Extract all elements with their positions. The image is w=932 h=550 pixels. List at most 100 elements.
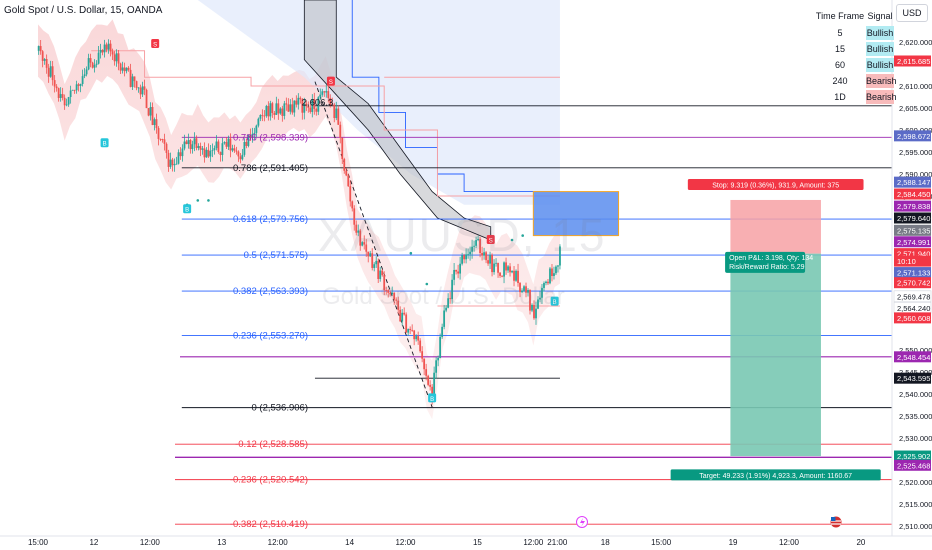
candle-body xyxy=(525,286,527,293)
price-tag-text: 2,525.902 xyxy=(897,452,930,461)
candle-body xyxy=(467,254,469,256)
candle-body xyxy=(199,146,202,150)
candle-body xyxy=(289,104,292,112)
sell-signal-icon xyxy=(326,76,335,86)
buy-signal-icon xyxy=(550,296,559,306)
price-tick-label: 2,545.000 xyxy=(899,368,932,377)
stop-label: Stop: 9.319 (0.36%), 931.9, Amount: 375 xyxy=(687,179,864,190)
price-tag: 2,579.640 xyxy=(894,212,931,224)
price-tick-label: 2,510.000 xyxy=(899,522,932,531)
candle-body xyxy=(483,252,485,256)
us-flag-event-icon xyxy=(830,516,842,528)
candle-body xyxy=(355,224,358,233)
price-tag-bg xyxy=(894,188,931,200)
time-tick-label: 13 xyxy=(217,538,226,547)
currency-button[interactable]: USD xyxy=(896,4,928,22)
candle-body xyxy=(559,246,561,266)
candle-body xyxy=(337,108,340,125)
candle-body xyxy=(487,260,489,264)
candle-body xyxy=(69,90,72,98)
candle-body xyxy=(327,91,330,99)
candle-body xyxy=(171,159,174,166)
candle-body xyxy=(419,340,422,352)
signal-row: 60 Bullish xyxy=(814,57,894,73)
candle-body xyxy=(95,63,98,65)
stepped-line-blue xyxy=(351,0,560,193)
signal-row: 240 Bearish xyxy=(814,73,897,89)
candle-body xyxy=(431,386,434,400)
candle-body xyxy=(291,104,294,113)
candle-body xyxy=(155,119,158,129)
candle-body xyxy=(421,351,424,359)
time-tick-label: 21:00 xyxy=(547,538,568,547)
candle-body xyxy=(265,105,268,116)
price-tick-label: 2,590.000 xyxy=(899,170,932,179)
candle-body xyxy=(119,63,122,71)
candle-body xyxy=(309,107,312,112)
candle-body xyxy=(131,76,134,87)
candle-body xyxy=(401,312,404,322)
candle-body xyxy=(299,97,302,100)
candle-body xyxy=(241,154,244,160)
candle-body xyxy=(305,103,308,107)
price-tick-label: 2,540.000 xyxy=(899,390,932,399)
fib-label: -0.382 (2,510.419) xyxy=(230,519,308,530)
target-label: Target: 49.233 (1.91%) 4,923.3, Amount: … xyxy=(670,469,881,481)
candle-body xyxy=(137,87,140,89)
candle-body xyxy=(331,104,334,106)
fib-label: 0.786 (2,591.405) xyxy=(233,163,308,174)
candle-body xyxy=(57,88,60,98)
candle-body xyxy=(351,201,354,209)
candle-body xyxy=(411,329,414,331)
candle-body xyxy=(107,43,110,50)
candle-body xyxy=(307,106,310,108)
candle-body xyxy=(193,138,196,145)
candle-body xyxy=(465,254,467,260)
signal-cell: Bullish xyxy=(866,26,894,40)
price-tick-label: 2,620.000 xyxy=(899,38,932,47)
candle-body xyxy=(477,239,479,241)
open-pnl-box: Open P&L: 3.198, Qty: 134 Risk/Reward Rat… xyxy=(725,251,813,273)
candle-body xyxy=(541,287,543,298)
price-tag-text: 2,574.991 xyxy=(897,238,930,247)
candle-body xyxy=(139,87,142,95)
candle-body xyxy=(367,251,370,257)
candle-body xyxy=(263,115,266,117)
candle-body xyxy=(177,152,180,164)
candle-body xyxy=(399,309,402,322)
candle-body xyxy=(389,292,392,295)
candle-body xyxy=(111,51,114,55)
buy-signal-label: B xyxy=(185,208,189,214)
short-position-tool[interactable]: Stop: 9.319 (0.36%), 931.9, Amount: 375 O… xyxy=(532,179,881,481)
candle-body xyxy=(87,58,90,70)
price-tag-text: 2,543.595 xyxy=(897,374,930,383)
candle-body xyxy=(165,143,168,153)
candle-body xyxy=(85,69,88,75)
candle-body xyxy=(391,292,394,295)
candle-body xyxy=(549,268,551,284)
candle-body xyxy=(259,114,262,119)
price-tag-bg xyxy=(894,372,931,384)
candle-body xyxy=(315,108,318,112)
candle-body xyxy=(185,141,188,145)
candle-body xyxy=(251,133,254,138)
candle-body xyxy=(321,91,324,95)
sell-signal-label: S xyxy=(329,80,333,86)
candle-body xyxy=(335,108,338,119)
price-tag-bg xyxy=(894,267,931,279)
timeframe-cell: 5 xyxy=(837,28,843,38)
time-tick-label: 12:00 xyxy=(140,538,161,547)
symbol-title[interactable]: Gold Spot / U.S. Dollar, 15, OANDA xyxy=(4,5,163,16)
candle-body xyxy=(151,106,154,126)
price-tag-text: 2,615.685 xyxy=(897,57,930,66)
candle-body xyxy=(115,53,118,62)
candle-body xyxy=(499,272,501,276)
candle-body xyxy=(447,298,450,308)
candle-body xyxy=(123,67,126,72)
candle-body xyxy=(141,86,144,95)
high-label: 2,606.3 xyxy=(302,97,334,108)
candle-body xyxy=(79,83,82,86)
candle-body xyxy=(83,74,86,77)
